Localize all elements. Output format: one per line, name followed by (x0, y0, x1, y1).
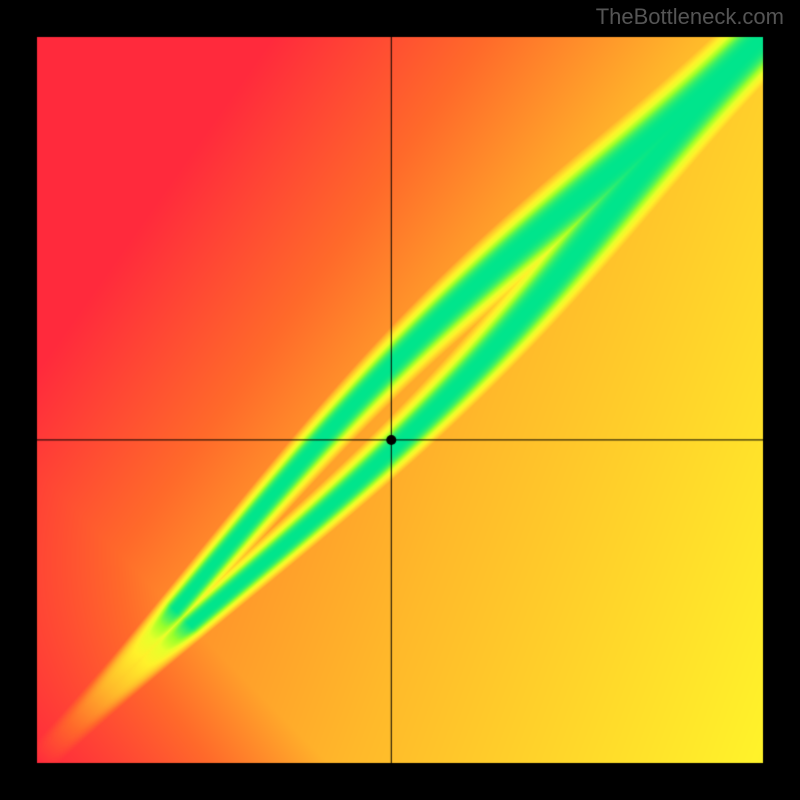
chart-container: TheBottleneck.com (0, 0, 800, 800)
bottleneck-heatmap (0, 0, 800, 800)
watermark-text: TheBottleneck.com (596, 4, 784, 30)
